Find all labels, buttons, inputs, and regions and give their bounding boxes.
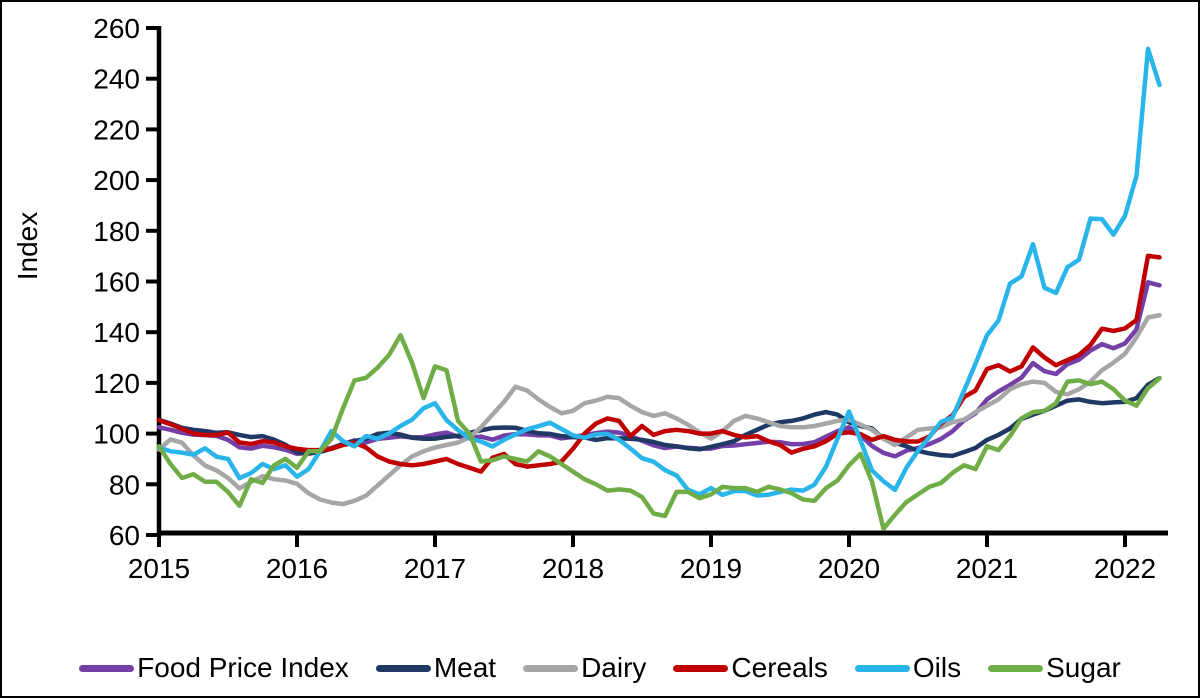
y-tick-label: 160	[93, 267, 140, 298]
x-tick-label: 2021	[956, 553, 1018, 584]
legend-label: Cereals	[731, 652, 828, 683]
x-tick-label: 2022	[1094, 553, 1156, 584]
x-tick-label: 2017	[404, 553, 466, 584]
legend-item-dairy: Dairy	[523, 654, 646, 682]
legend-swatch	[988, 664, 1044, 672]
legend-item-meat: Meat	[375, 652, 497, 683]
legend-label: Meat	[433, 652, 497, 683]
y-tick-label: 180	[93, 216, 140, 247]
legend-item-cereals: Cereals	[673, 652, 828, 683]
y-tick-label: 120	[93, 368, 140, 399]
x-tick-label: 2019	[680, 553, 742, 584]
y-tick-label: 60	[109, 520, 140, 551]
y-tick-label: 240	[93, 64, 140, 95]
y-tick-label: 140	[93, 317, 140, 348]
chart-legend: Food Price Index Meat Dairy Cereals Oils Suga…	[2, 654, 1198, 682]
legend-swatch	[673, 664, 729, 672]
x-tick-label: 2020	[818, 553, 880, 584]
y-tick-label: 260	[93, 13, 140, 44]
series-line-sugar	[156, 332, 1162, 531]
series-line-dairy	[156, 312, 1162, 507]
x-tick-label: 2015	[128, 553, 190, 584]
legend-label: Sugar	[1046, 652, 1121, 683]
legend-label: Oils	[912, 652, 962, 683]
y-tick-label: 100	[93, 419, 140, 450]
series-line-cereals	[156, 253, 1162, 474]
x-tick-label: 2018	[542, 553, 604, 584]
series-line-oils	[156, 46, 1162, 498]
x-tick-label: 2016	[266, 553, 328, 584]
legend-swatch	[854, 664, 910, 672]
y-tick-label: 200	[93, 165, 140, 196]
y-tick-label: 80	[109, 469, 140, 500]
legend-swatch	[375, 664, 431, 672]
legend-item-food-price-index: Food Price Index	[79, 654, 349, 682]
legend-item-sugar: Sugar	[988, 654, 1121, 682]
legend-label: Food Price Index	[137, 652, 349, 683]
legend-swatch	[523, 664, 579, 672]
legend-swatch	[79, 664, 135, 672]
legend-label: Dairy	[581, 652, 647, 683]
y-tick-label: 220	[93, 114, 140, 145]
legend-item-oils: Oils	[854, 652, 962, 683]
